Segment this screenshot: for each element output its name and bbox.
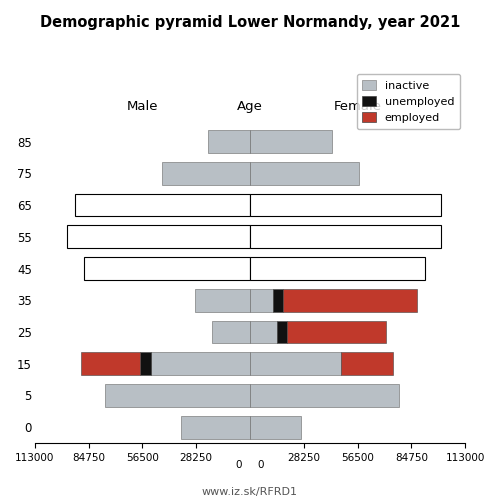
Bar xyxy=(82,352,140,375)
Bar xyxy=(342,352,393,375)
Bar xyxy=(250,130,332,153)
Bar xyxy=(250,226,440,248)
Bar xyxy=(208,130,250,153)
Text: Male: Male xyxy=(126,100,158,113)
Bar xyxy=(194,289,250,312)
Bar xyxy=(162,162,250,185)
Bar xyxy=(250,289,273,312)
Bar xyxy=(105,384,250,407)
Bar xyxy=(151,352,250,375)
Text: www.iz.sk/RFRD1: www.iz.sk/RFRD1 xyxy=(202,487,298,497)
Bar xyxy=(74,194,250,216)
Bar xyxy=(182,416,250,438)
Text: Female: Female xyxy=(334,100,382,113)
Bar xyxy=(250,257,426,280)
Bar xyxy=(250,194,440,216)
Bar xyxy=(84,257,250,280)
Legend: inactive, unemployed, employed: inactive, unemployed, employed xyxy=(357,74,460,129)
Bar xyxy=(287,320,386,344)
Bar xyxy=(67,226,250,248)
Bar xyxy=(250,162,358,185)
Bar xyxy=(250,384,398,407)
Bar xyxy=(250,320,276,344)
Bar xyxy=(276,320,287,344)
Title: Demographic pyramid Lower Normandy, year 2021: Demographic pyramid Lower Normandy, year… xyxy=(40,15,460,30)
Bar xyxy=(250,352,342,375)
Bar xyxy=(284,289,416,312)
Text: Age: Age xyxy=(237,100,263,113)
Text: 0: 0 xyxy=(258,460,264,470)
Bar xyxy=(250,416,302,438)
Bar xyxy=(140,352,151,375)
Bar xyxy=(212,320,250,344)
Text: 0: 0 xyxy=(236,460,242,470)
Bar xyxy=(273,289,283,312)
